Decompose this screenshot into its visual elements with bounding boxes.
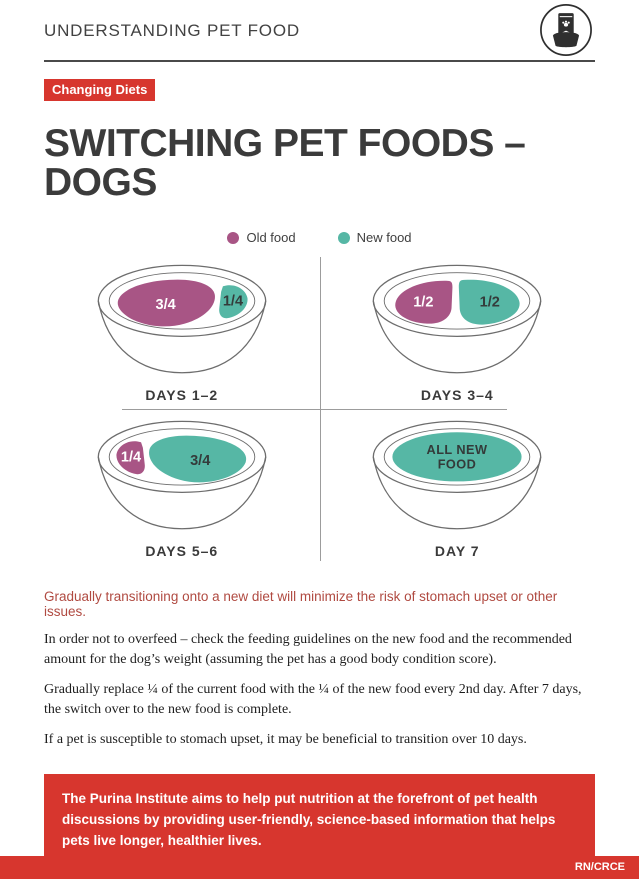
fraction-old: 3/4 — [155, 297, 176, 313]
fraction-old: 1/2 — [413, 294, 433, 310]
legend-item-new-food: New food — [337, 230, 412, 245]
bowl-days-5-6: 1/4 3/4 DAYS 5–6 — [44, 409, 320, 565]
all-new-food-label-line2: FOOD — [438, 457, 477, 472]
bowl-day-label: DAY 7 — [434, 543, 480, 559]
bowl-day-label: DAYS 5–6 — [145, 543, 219, 559]
body-paragraph: In order not to overfeed – check the fee… — [44, 632, 572, 667]
lead-sentence: Gradually transitioning onto a new diet … — [44, 589, 558, 619]
bowl-graphic-day-7: ALL NEW FOOD — [372, 420, 542, 530]
bowl-day-label: DAYS 3–4 — [420, 387, 494, 403]
body-paragraph: Gradually replace ¼ of the current food … — [44, 682, 582, 717]
fraction-new: 1/4 — [223, 293, 244, 309]
header-title: UNDERSTANDING PET FOOD — [44, 21, 300, 40]
body-paragraph: If a pet is susceptible to stomach upset… — [44, 732, 527, 748]
bowl-graphic-days-5-6: 1/4 3/4 — [97, 420, 267, 530]
bowl-graphic-days-1-2: 3/4 1/4 — [97, 264, 267, 374]
purina-institute-callout: The Purina Institute aims to help put nu… — [44, 773, 595, 867]
bowl-day-label: DAYS 1–2 — [145, 387, 219, 403]
transition-diagram: 3/4 1/4 DAYS 1–2 1/2 1/2 DAYS 3–4 — [44, 253, 595, 565]
footer-bar: RN/CRCE — [0, 856, 639, 879]
footer-code: RN/CRCE — [574, 861, 625, 873]
legend: Old food New food — [44, 230, 595, 245]
bowl-days-3-4: 1/2 1/2 DAYS 3–4 — [320, 253, 596, 409]
legend-label: Old food — [246, 230, 296, 245]
legend-item-old-food: Old food — [227, 230, 296, 245]
bowl-day-7: ALL NEW FOOD DAY 7 — [320, 409, 596, 565]
old-food-dot-icon — [227, 231, 240, 244]
diagram-horizontal-divider — [122, 409, 507, 410]
fraction-old: 1/4 — [121, 449, 142, 465]
legend-label: New food — [356, 230, 412, 245]
pet-food-bag-and-bowl-icon — [540, 4, 592, 56]
page-title: SWITCHING PET FOODS – DOGS — [44, 122, 526, 204]
section-badge: Changing Diets — [44, 79, 156, 101]
body-copy: In order not to overfeed – check the fee… — [44, 630, 595, 750]
bowl-graphic-days-3-4: 1/2 1/2 — [372, 264, 542, 374]
fraction-new: 1/2 — [480, 294, 500, 310]
all-new-food-label-line1: ALL NEW — [427, 442, 488, 457]
page-header: UNDERSTANDING PET FOOD — [44, 0, 595, 62]
new-food-dot-icon — [337, 231, 350, 244]
fraction-new: 3/4 — [190, 453, 211, 469]
bowl-days-1-2: 3/4 1/4 DAYS 1–2 — [44, 253, 320, 409]
